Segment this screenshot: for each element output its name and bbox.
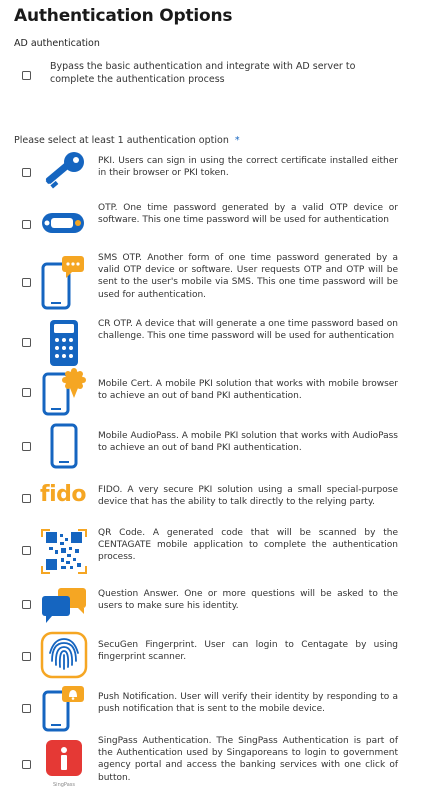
option-mobile-audiopass: Mobile AudioPass. A mobile PKI solution … [0,420,422,470]
option-cr-otp: CR OTP. A device that will generate a on… [0,316,422,368]
otp-token-icon [40,210,88,240]
fingerprint-checkbox[interactable] [22,652,31,661]
page-title: Authentication Options [14,6,233,26]
fido-logo-text: fido [40,482,86,507]
push-notification-icon [40,684,88,736]
qr-code-description: QR Code. A generated code that will be s… [98,528,398,563]
singpass-logo: SingPass [40,738,88,788]
otp-description: OTP. One time password generated by a va… [98,203,398,226]
chat-bubbles-icon [40,584,88,630]
option-fingerprint: SecuGen Fingerprint. User can login to C… [0,630,422,680]
question-answer-description: Question Answer. One or more questions w… [98,589,398,612]
push-notification-checkbox[interactable] [22,704,31,713]
fingerprint-description: SecuGen Fingerprint. User can login to C… [98,640,398,663]
key-icon [40,150,88,200]
option-fido: fido FIDO. A very secure PKI solution us… [0,476,422,522]
ad-section-label: AD authentication [14,38,100,49]
qr-code-icon [40,528,88,580]
question-answer-checkbox[interactable] [22,600,31,609]
pki-checkbox[interactable] [22,168,31,177]
calculator-icon [40,318,88,372]
singpass-description: SingPass Authentication. The SingPass Au… [98,736,398,783]
cr-otp-description: CR OTP. A device that will generate a on… [98,319,398,342]
option-otp: OTP. One time password generated by a va… [0,198,422,248]
select-label: Please select at least 1 authentication … [14,135,240,146]
fido-logo: fido [40,482,88,507]
option-question-answer: Question Answer. One or more questions w… [0,582,422,626]
select-label-text: Please select at least 1 authentication … [14,135,229,146]
otp-checkbox[interactable] [22,220,31,229]
cr-otp-checkbox[interactable] [22,338,31,347]
bypass-checkbox[interactable] [22,71,31,80]
singpass-checkbox[interactable] [22,760,31,769]
mobile-phone-icon [40,422,88,474]
fido-checkbox[interactable] [22,494,31,503]
mobile-audiopass-description: Mobile AudioPass. A mobile PKI solution … [98,431,398,454]
required-marker: * [234,135,240,146]
mobile-cert-checkbox[interactable] [22,388,31,397]
sms-otp-description: SMS OTP. Another form of one time passwo… [98,253,398,300]
fingerprint-icon [40,631,88,683]
sms-phone-icon [40,254,88,314]
fido-description: FIDO. A very secure PKI solution using a… [98,485,398,508]
mobile-audiopass-checkbox[interactable] [22,442,31,451]
option-mobile-cert: Mobile Cert. A mobile PKI solution that … [0,368,422,416]
option-qr-code: QR Code. A generated code that will be s… [0,524,422,580]
bypass-description: Bypass the basic authentication and inte… [50,61,356,85]
option-singpass: SingPass SingPass Authentication. The Si… [0,734,422,792]
push-notification-description: Push Notification. User will verify thei… [98,692,398,715]
qr-code-checkbox[interactable] [22,546,31,555]
option-push-notification: Push Notification. User will verify thei… [0,682,422,732]
mobile-cert-icon [40,368,88,420]
sms-otp-checkbox[interactable] [22,278,31,287]
pki-description: PKI. Users can sign in using the correct… [98,156,398,179]
mobile-cert-description: Mobile Cert. A mobile PKI solution that … [98,379,398,402]
singpass-logo-text: SingPass [53,782,75,788]
option-sms-otp: SMS OTP. Another form of one time passwo… [0,252,422,312]
option-pki: PKI. Users can sign in using the correct… [0,148,422,196]
